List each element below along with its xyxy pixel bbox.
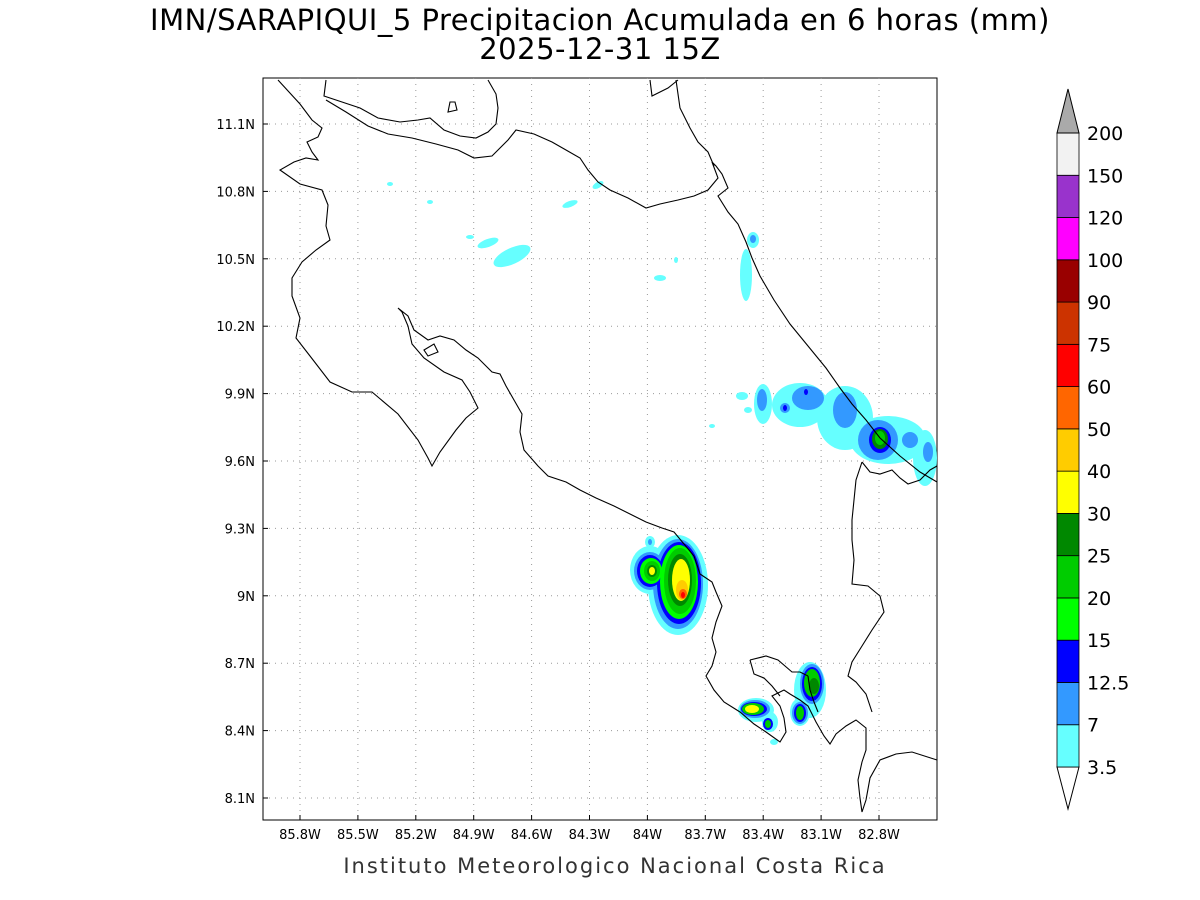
colorbar-swatch	[1056, 217, 1080, 261]
rain-cell	[387, 182, 393, 186]
colorbar-swatch	[1056, 132, 1080, 176]
lon-tick-label: 85.8W	[279, 828, 321, 843]
rain-cell	[744, 407, 752, 413]
credit-text: Instituto Meteorologico Nacional Costa R…	[343, 854, 887, 878]
lon-tick-label: 84.3W	[569, 828, 611, 843]
rain-cell	[923, 442, 933, 462]
rain-cell	[792, 386, 824, 410]
lat-tick-label: 9.6N	[225, 455, 255, 470]
rain-cell	[681, 592, 685, 598]
rain-cell	[477, 237, 499, 249]
colorbar-swatch	[1056, 301, 1080, 345]
rain-cell	[783, 405, 787, 411]
rain-cell	[757, 389, 767, 411]
colorbar-label: 200	[1087, 123, 1123, 145]
colorbar-label: 60	[1087, 377, 1111, 399]
rain-cell	[745, 705, 759, 713]
colorbar-label: 7	[1087, 715, 1099, 737]
colorbar: 3.5 7 12.5 15 20 25 30 40 50 60 75 90 100 120 150 200	[1056, 88, 1129, 811]
lon-tick-label: 83.1W	[800, 828, 842, 843]
colorbar-label: 50	[1087, 419, 1111, 441]
lat-tick-label: 8.7N	[225, 657, 255, 672]
lat-tick-label: 9.3N	[225, 522, 255, 537]
lon-tick-label: 83.4W	[742, 828, 784, 843]
rain-cell	[654, 275, 666, 281]
coastline	[277, 79, 938, 813]
colorbar-swatch	[1056, 724, 1080, 768]
colorbar-label: 120	[1087, 208, 1123, 230]
rain-cell	[592, 181, 604, 189]
colorbar-label: 90	[1087, 292, 1111, 314]
rain-cell	[562, 200, 578, 208]
colorbar-swatch	[1056, 639, 1080, 683]
colorbar-swatch	[1056, 682, 1080, 726]
rain-cell	[796, 706, 804, 720]
colorbar-label: 100	[1087, 250, 1123, 272]
rain-cell	[750, 235, 756, 243]
lon-tick-label: 82.8W	[858, 828, 900, 843]
lat-tick-label: 9N	[237, 590, 255, 605]
lat-tick-label: 10.5N	[216, 253, 255, 268]
rain-cell	[648, 539, 652, 545]
colorbar-label: 25	[1087, 546, 1111, 568]
colorbar-swatch	[1056, 428, 1080, 472]
colorbar-swatch	[1056, 343, 1080, 388]
rain-cell	[427, 200, 433, 204]
rain-cell	[740, 249, 752, 301]
colorbar-label: 75	[1087, 334, 1111, 356]
lat-tick-label: 9.9N	[225, 388, 255, 403]
rain-cell	[809, 678, 819, 694]
rain-cell	[466, 235, 474, 239]
colorbar-swatch	[1056, 470, 1080, 514]
lon-tick-label: 84.9W	[453, 828, 495, 843]
colorbar-swatch	[1056, 174, 1080, 218]
colorbar-upper-arrow	[1056, 88, 1080, 134]
rain-cell	[902, 432, 918, 448]
lat-tick-label: 10.8N	[216, 185, 255, 200]
lon-tick-label: 84W	[633, 828, 663, 843]
colorbar-swatch	[1056, 259, 1080, 303]
colorbar-swatch	[1056, 597, 1080, 641]
lat-tick-label: 11.1N	[216, 118, 255, 133]
rain-cell	[736, 392, 748, 400]
rain-cell	[709, 424, 715, 428]
colorbar-label: 3.5	[1087, 757, 1117, 779]
colorbar-swatch	[1056, 513, 1080, 557]
lat-tick-label: 8.1N	[225, 792, 255, 807]
rain-cell	[770, 739, 778, 745]
rain-cell	[493, 244, 531, 268]
rain-cell	[765, 720, 771, 728]
lon-tick-label: 83.7W	[684, 828, 726, 843]
colorbar-label: 12.5	[1087, 672, 1129, 694]
colorbar-label: 40	[1087, 461, 1111, 483]
colorbar-label: 20	[1087, 588, 1111, 610]
lon-tick-label: 84.6W	[511, 828, 553, 843]
rain-cell	[674, 257, 678, 263]
colorbar-label: 30	[1087, 503, 1111, 525]
colorbar-label: 150	[1087, 165, 1123, 187]
map-frame	[262, 77, 938, 821]
map-valid-time: 2025-12-31 15Z	[479, 32, 721, 66]
rain-cell	[649, 567, 655, 575]
lat-tick-label: 8.4N	[225, 725, 255, 740]
map-grid	[263, 78, 937, 820]
lat-tick-label: 10.2N	[216, 320, 255, 335]
rain-cell	[804, 389, 808, 395]
colorbar-swatch	[1056, 386, 1080, 430]
colorbar-label: 15	[1087, 630, 1111, 652]
colorbar-swatch	[1056, 555, 1080, 599]
precipitation-shading	[387, 181, 937, 745]
rain-cell	[833, 392, 857, 428]
lon-tick-label: 85.5W	[337, 828, 379, 843]
lon-tick-label: 85.2W	[395, 828, 437, 843]
colorbar-lower-arrow	[1056, 766, 1080, 811]
map-title: IMN/SARAPIQUI_5 Precipitacion Acumulada …	[150, 3, 1050, 37]
